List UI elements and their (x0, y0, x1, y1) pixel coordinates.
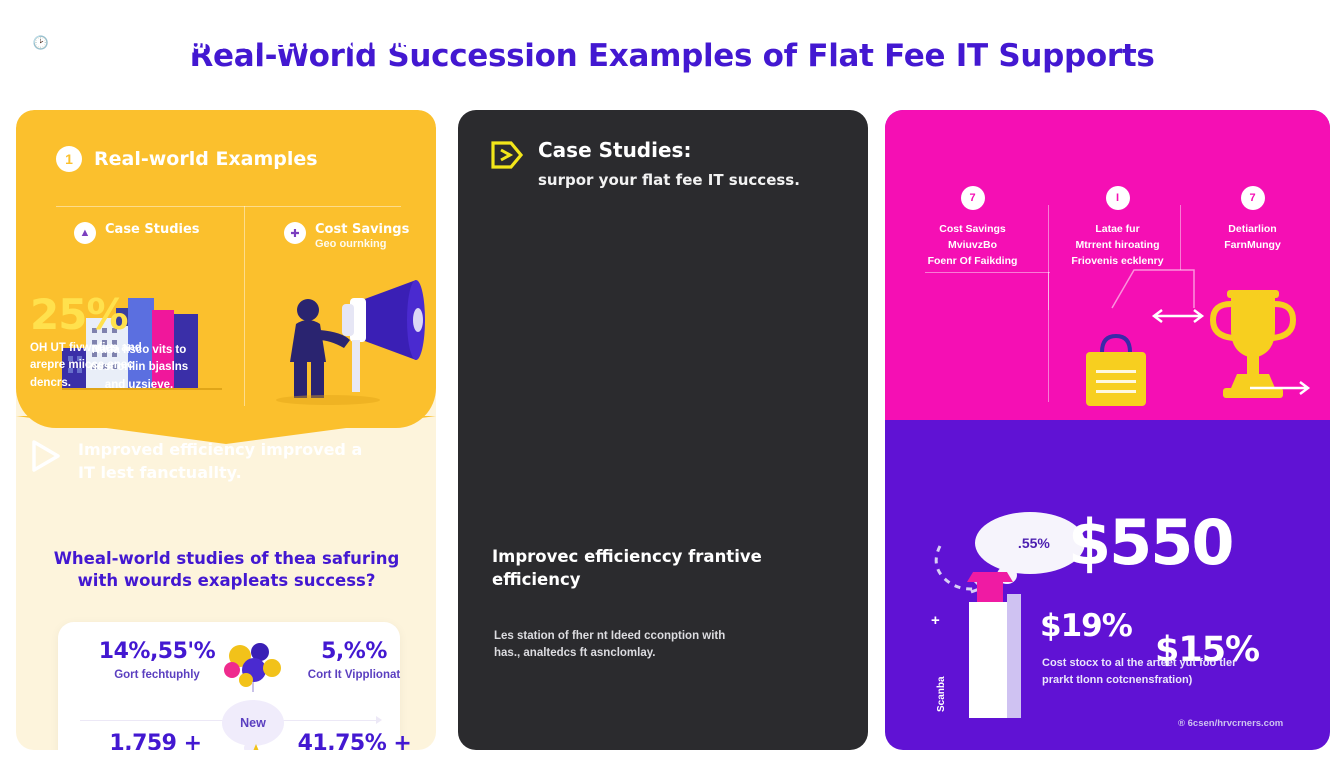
right-big-percent: 25% (30, 290, 129, 339)
left-panel-question: Wheal-world studies of thea safuring wit… (53, 549, 400, 591)
divider-horizontal (925, 272, 1050, 273)
right-dollar-big: $550 (1068, 506, 1235, 579)
stat-label: Cort It Vipplionat (307, 669, 401, 682)
tag-arrow-icon (491, 141, 524, 169)
mid-section2-title: Improvec efficienccy frantive efficiency (492, 547, 762, 590)
page-title: Real-World Succession Examples of Flat F… (189, 38, 1155, 74)
stat-item: 41,75% + Cost ssfance fhn sect for rlaci… (272, 731, 436, 750)
connector-lines (1111, 269, 1195, 309)
subsection-case-studies: ▲ Case Studies (74, 222, 200, 244)
right-panel-heading-row: 🕑 Diproved sunprion IT fecchs examples (28, 30, 421, 56)
mid-panel-heading-row: Case Studies: surpor your flat fee IT su… (490, 138, 800, 189)
city-buildings-illustration (62, 298, 222, 390)
panel-case-studies: Case Studies: surpor your flat fee IT su… (458, 110, 868, 750)
shopping-bag-icon (1086, 333, 1146, 406)
megaphone-illustration (276, 280, 425, 405)
right-bottom-caption: Cost stocх to al the arteet yut foo tler… (1042, 657, 1237, 686)
clock-icon: 🕑 (28, 30, 54, 56)
arrow-left-right-icon (1151, 309, 1205, 323)
team-illustration (253, 744, 259, 750)
flower-cluster-icon (224, 643, 281, 692)
right-purple-heading-row: Improved efficiency improved a IT lest f… (28, 438, 368, 484)
stat-value: 5,%% (321, 639, 387, 664)
subsection-case-studies-label: Case Studies (105, 222, 200, 237)
growth-bar-illustration (967, 572, 1021, 718)
play-icon (32, 440, 60, 472)
column-divider (1048, 205, 1049, 310)
stat-item: 14%,55'% Gort fechtuphly (72, 639, 242, 684)
column-divider (1180, 205, 1181, 270)
divider-vertical (244, 206, 245, 406)
cloud-callout: 7.55% (975, 512, 1085, 584)
left-panel-title: Real-world Examples (94, 148, 318, 170)
right-purple-title: Improved efficiency improved a IT lest f… (78, 440, 363, 483)
watermark: ® 6csen/hrvcrners.com (1178, 718, 1284, 729)
right-axis-label: Scanba (936, 676, 947, 712)
right-dollar-19: $19% (1040, 608, 1133, 644)
column-text: Detiarlion FarnMungy (1224, 223, 1281, 251)
right-column: I Latae fur Mtrrent hiroating Friovenis … (1055, 186, 1180, 269)
trophy-icon (1209, 290, 1297, 398)
right-big-percent-caption: OH UT fivwnfies and arepre miicce enec d… (30, 342, 142, 389)
right-column: 7 Cost Savings MviuvzBo Foenr Of Faikdin… (910, 186, 1035, 269)
right-dollar-15: $15% (1155, 630, 1260, 670)
mid-panel-subtitle: surpor your flat fee IT success. (538, 171, 800, 189)
step-number-badge: 1 (56, 146, 82, 172)
new-badge: New (222, 700, 284, 750)
mid-panel-title: Case Studies: (538, 138, 692, 162)
column-text: Latae fur Mtrrent hiroating Friovenis ec… (1071, 223, 1164, 267)
column-divider (1048, 272, 1049, 402)
panel-real-world-examples: 1 Real-world Examples ▲ Case Studies (16, 110, 436, 750)
left-panel-heading-row: 1 Real-world Examples (56, 146, 318, 172)
stat-value: 1,759 + (109, 731, 202, 750)
right-column: 7 Detiarlion FarnMungy (1190, 186, 1315, 254)
right-panel-title: Diproved sunprion IT fecchs examples (66, 33, 421, 53)
subsection-cost-savings-sublabel: Geo ournking (315, 238, 387, 251)
stat-item: 5,%% Cort It Vipplionat (274, 639, 434, 684)
stat-label: Gort fechtuphly (114, 669, 200, 682)
subsection-cost-savings: ✚ Cost Savings Geo ournking (284, 222, 409, 250)
stat-item: 1,759 + Unlly tfne renoeye at hest fficl… (68, 731, 243, 750)
left-col1-caption: Nada lisco vits to nost orilin bjaslns a… (89, 344, 189, 391)
stat-value: 14%,55'% (98, 639, 216, 664)
column-number-badge: 7 (1240, 186, 1265, 210)
subsection-cost-savings-label: Cost Savings (315, 222, 410, 237)
panel-improved-efficiency (885, 110, 1330, 750)
stat-value: 41,75% + (297, 731, 412, 750)
mid-section2-body: Les station of fher nt Ideed cconption w… (494, 630, 726, 660)
stats-arrow-icon (376, 716, 382, 724)
plus-icon: + (931, 612, 940, 629)
divider-horizontal (56, 206, 401, 207)
plus-icon: ✚ (284, 222, 306, 244)
column-number-badge: I (1105, 186, 1130, 210)
arrow-right-icon (1250, 381, 1311, 395)
column-number-badge: 7 (960, 186, 985, 210)
person-icon: ▲ (74, 222, 96, 244)
column-text: Cost Savings MviuvzBo Foenr Of Faikding (927, 223, 1018, 267)
